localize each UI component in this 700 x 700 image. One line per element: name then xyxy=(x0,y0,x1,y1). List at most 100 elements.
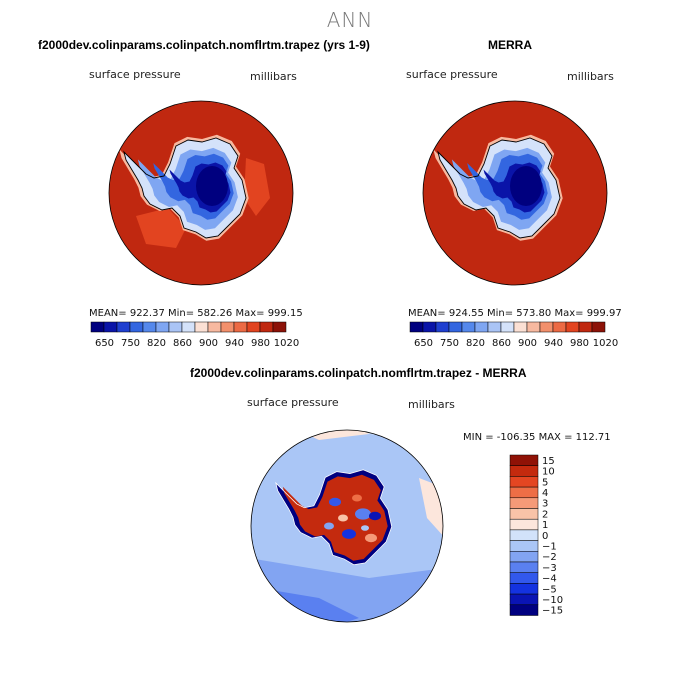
colorbar-tick-label-3: 860 xyxy=(173,338,192,349)
colorbar-tick-label-7: 1020 xyxy=(274,338,299,349)
colorbar-tick-label-3: 4 xyxy=(542,488,548,499)
colorbar-box-14 xyxy=(509,604,539,616)
panel3-variable-label: surface pressure xyxy=(247,396,339,409)
colorbar-box-10 xyxy=(539,321,554,333)
colorbar-box-4 xyxy=(142,321,157,333)
map-content xyxy=(251,430,443,622)
panel2-units-label: millibars xyxy=(567,70,614,83)
panel1-stats: MEAN= 922.37 Min= 582.26 Max= 999.15 xyxy=(89,308,303,319)
interior-anomaly-6 xyxy=(369,511,381,521)
panel3-stats: MIN = -106.35 MAX = 112.71 xyxy=(463,432,611,443)
map-border xyxy=(250,429,444,623)
panel3-polar-map xyxy=(250,429,444,623)
colorbar-box-4 xyxy=(461,321,476,333)
colorbar-tick-label-4: 900 xyxy=(199,338,218,349)
colorbar-box-12 xyxy=(246,321,261,333)
colorbar-box-5 xyxy=(155,321,170,333)
colorbar-box-11 xyxy=(233,321,248,333)
colorbar-tick-label-0: 650 xyxy=(95,338,114,349)
colorbar-box-5 xyxy=(509,508,539,520)
colorbar-tick-label-1: 750 xyxy=(121,338,140,349)
coastline xyxy=(123,137,247,239)
colorbar-tick-label-11: −4 xyxy=(542,574,557,585)
colorbar-tick-label-0: 15 xyxy=(542,456,555,467)
colorbar-box-10 xyxy=(220,321,235,333)
colorbar-tick-label-0: 650 xyxy=(414,338,433,349)
panel1-polar-map xyxy=(108,100,294,286)
colorbar-box-4 xyxy=(509,497,539,509)
colorbar-tick-label-8: −1 xyxy=(542,541,557,552)
colorbar-box-2 xyxy=(116,321,131,333)
colorbar-box-7 xyxy=(509,529,539,541)
colorbar-tick-label-5: 940 xyxy=(544,338,563,349)
colorbar-box-8 xyxy=(509,540,539,552)
colorbar-tick-label-5: 940 xyxy=(225,338,244,349)
interior-anomaly-5 xyxy=(352,494,362,502)
panel2-polar-map xyxy=(422,100,608,286)
colorbar-box-11 xyxy=(552,321,567,333)
east-band xyxy=(244,158,270,216)
colorbar-box-14 xyxy=(591,321,606,333)
colorbar-tick-label-1: 10 xyxy=(542,467,555,478)
colorbar-tick-label-9: −2 xyxy=(542,552,557,563)
panel1-title: f2000dev.colinparams.colinpatch.nomflrtm… xyxy=(38,38,370,52)
plateau-core xyxy=(196,166,228,206)
colorbar-tick-label-5: 2 xyxy=(542,509,548,520)
panel2-variable-label: surface pressure xyxy=(406,68,498,81)
panel2-stats: MEAN= 924.55 Min= 573.80 Max= 999.97 xyxy=(408,308,622,319)
panel3-title: f2000dev.colinparams.colinpatch.nomflrtm… xyxy=(190,366,527,380)
colorbar-box-13 xyxy=(578,321,593,333)
colorbar-box-14 xyxy=(272,321,287,333)
panel2-colorbar: 650 750 820 860 900 940 980 1020 xyxy=(409,321,618,349)
map-content xyxy=(423,101,607,285)
colorbar-box-13 xyxy=(259,321,274,333)
colorbar-tick-label-6: 980 xyxy=(251,338,270,349)
interior-anomaly-3 xyxy=(365,533,377,543)
coastline xyxy=(275,469,393,566)
coastline xyxy=(437,137,561,239)
colorbar-box-12 xyxy=(509,583,539,595)
colorbar-box-6 xyxy=(168,321,183,333)
ross-sea-band xyxy=(136,208,186,248)
main-title: ANN xyxy=(326,8,374,32)
map-border xyxy=(108,100,294,286)
colorbar-box-6 xyxy=(509,518,539,531)
map-content xyxy=(109,101,293,285)
colorbar-box-2 xyxy=(435,321,450,333)
colorbar-box-6 xyxy=(487,321,502,333)
colorbar-tick-label-3: 860 xyxy=(492,338,511,349)
panel1-colorbar: 650 750 820 860 900 940 980 1020 xyxy=(90,321,299,349)
colorbar-tick-label-6: 980 xyxy=(570,338,589,349)
colorbar-box-2 xyxy=(509,476,539,488)
colorbar-box-3 xyxy=(509,486,539,499)
colorbar-box-3 xyxy=(448,321,463,333)
colorbar-tick-label-14: −15 xyxy=(542,606,563,617)
interior-anomaly-1 xyxy=(355,508,371,520)
interior-anomaly-4 xyxy=(324,522,334,530)
colorbar-tick-label-2: 820 xyxy=(466,338,485,349)
colorbar-box-0 xyxy=(409,321,424,333)
colorbar-box-3 xyxy=(129,321,144,333)
colorbar-box-7 xyxy=(181,321,196,333)
colorbar-box-10 xyxy=(509,561,539,573)
colorbar-box-13 xyxy=(509,593,539,606)
colorbar-tick-label-13: −10 xyxy=(542,595,563,606)
colorbar-box-11 xyxy=(509,572,539,584)
colorbar-box-9 xyxy=(526,321,541,333)
interior-anomaly-7 xyxy=(338,514,348,522)
panel1-units-label: millibars xyxy=(250,70,297,83)
panel1-variable-label: surface pressure xyxy=(89,68,181,81)
panel3-units-label: millibars xyxy=(408,398,455,411)
interior-anomaly-2 xyxy=(342,529,356,539)
colorbar-box-0 xyxy=(90,321,105,333)
colorbar-tick-label-7: 1020 xyxy=(593,338,618,349)
colorbar-tick-label-4: 900 xyxy=(518,338,537,349)
colorbar-box-1 xyxy=(422,321,437,333)
colorbar-tick-label-6: 1 xyxy=(542,520,548,531)
colorbar-box-1 xyxy=(103,321,118,333)
colorbar-tick-label-2: 5 xyxy=(542,477,548,488)
colorbar-tick-label-12: −5 xyxy=(542,584,557,595)
plateau-core xyxy=(510,166,542,206)
colorbar-box-9 xyxy=(509,551,539,563)
